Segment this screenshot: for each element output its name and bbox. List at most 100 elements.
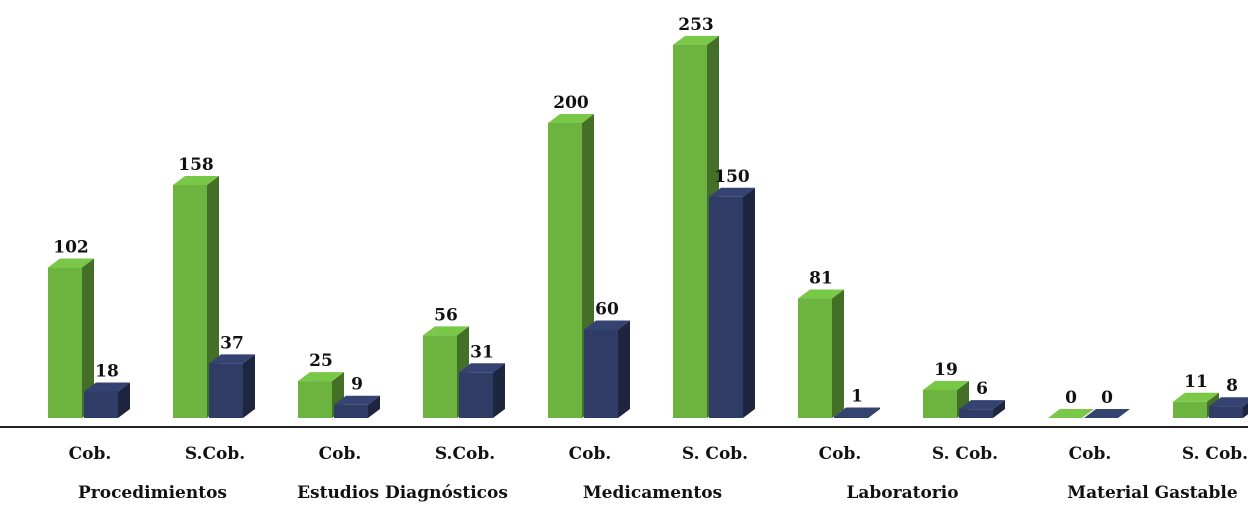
data-label: 81 (809, 269, 833, 289)
data-label: 253 (678, 15, 714, 35)
bar-side-face (493, 363, 505, 418)
bar-side-face (118, 382, 130, 418)
bar-green (173, 175, 219, 418)
bar-side-face (82, 258, 94, 418)
data-label: 31 (470, 342, 494, 362)
bar-side-face (207, 175, 219, 418)
bars-layer (48, 35, 1248, 418)
bar-top-face (84, 382, 130, 392)
data-label: 19 (934, 360, 958, 380)
data-label: 1 (851, 387, 863, 407)
data-label: 158 (178, 155, 214, 175)
bar-top-face (834, 407, 880, 417)
x-tick-label: Cob. (569, 444, 612, 464)
bar-green (48, 258, 94, 418)
bar-top-face (923, 380, 969, 390)
bar-front-face (798, 298, 832, 418)
bar-top-face (584, 320, 630, 330)
bar-front-face (673, 44, 707, 418)
data-label: 37 (220, 333, 244, 353)
bar-blue (584, 320, 630, 418)
data-label: 25 (309, 351, 333, 371)
data-label: 200 (553, 93, 589, 113)
bar-top-face (173, 175, 219, 185)
bar-green (298, 372, 344, 418)
bar-blue (1209, 397, 1248, 418)
bar-green (1048, 409, 1094, 418)
data-label: 0 (1065, 388, 1077, 408)
bar-blue (459, 363, 505, 418)
bar-front-face (584, 329, 618, 418)
data-label: 18 (95, 361, 119, 381)
bar-top-face (209, 354, 255, 364)
group-label: Estudios Diagnósticos (297, 483, 508, 503)
bar-side-face (1243, 402, 1248, 418)
bar-front-face (834, 416, 868, 418)
group-label: Laboratorio (846, 483, 958, 503)
bar-top-face (548, 114, 594, 123)
x-axis-labels-layer: Cob. S.Cob. Cob. S.Cob. Cob. S. Cob. Cob. S. Co… (69, 444, 1248, 503)
bar-blue (834, 407, 880, 418)
bar-top-face (959, 400, 1005, 410)
x-tick-label: Cob. (69, 444, 112, 464)
bar-top-face (48, 258, 94, 268)
bar-top-face (798, 289, 844, 299)
data-label: 56 (434, 305, 458, 325)
x-tick-label: S. Cob. (682, 444, 748, 464)
x-tick-label: S. Cob. (1182, 444, 1248, 464)
bar-front-face (209, 363, 243, 418)
bar-top-face (709, 187, 755, 197)
bar-top-face (673, 35, 719, 45)
x-tick-label: Cob. (319, 444, 362, 464)
bar-front-face (1173, 401, 1207, 418)
bar-top-face (423, 326, 469, 336)
data-label: 102 (53, 238, 89, 258)
bar-top-face (298, 372, 344, 382)
bar-blue (334, 395, 380, 418)
bar-front-face (298, 381, 332, 418)
bar-front-face (959, 409, 993, 418)
bar-front-face (423, 335, 457, 418)
x-tick-label: S. Cob. (932, 444, 998, 464)
bar-side-face (743, 187, 755, 418)
bar-blue (709, 187, 755, 418)
data-label: 0 (1101, 388, 1113, 408)
bar-front-face (84, 391, 118, 418)
bar-top-face (1048, 409, 1094, 418)
x-tick-label: Cob. (819, 444, 862, 464)
bar-blue (959, 400, 1005, 418)
bar-side-face (243, 354, 255, 418)
bar-blue (84, 382, 130, 418)
x-tick-label: S.Cob. (435, 444, 495, 464)
bar-green (1173, 392, 1219, 418)
data-label: 150 (714, 167, 750, 187)
group-label: Procedimientos (78, 483, 227, 503)
group-label: Medicamentos (583, 483, 722, 503)
bar-top-face (334, 395, 380, 405)
bar-top-face (459, 363, 505, 373)
data-label: 11 (1184, 372, 1208, 392)
bar-front-face (548, 123, 582, 418)
x-tick-label: Cob. (1069, 444, 1112, 464)
bar-side-face (368, 395, 380, 418)
bar-top-face (1209, 397, 1248, 407)
bar-top-face (1084, 409, 1130, 418)
data-label: 6 (976, 379, 988, 399)
bar-front-face (48, 267, 82, 418)
data-label: 9 (351, 375, 363, 395)
data-label: 60 (595, 300, 619, 320)
data-label: 8 (1226, 376, 1238, 396)
bar-side-face (832, 289, 844, 418)
bar-blue (1084, 409, 1130, 418)
bar-front-face (173, 184, 207, 418)
bar-side-face (618, 320, 630, 418)
bar-green (798, 289, 844, 418)
bar-top-face (1173, 392, 1219, 402)
bar-front-face (709, 196, 743, 418)
bar-front-face (459, 372, 493, 418)
bar-front-face (923, 389, 957, 418)
bar-side-face (868, 407, 880, 418)
x-tick-label: S.Cob. (185, 444, 245, 464)
